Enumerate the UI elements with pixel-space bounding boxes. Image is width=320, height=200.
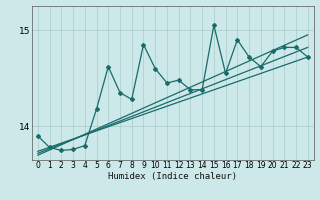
X-axis label: Humidex (Indice chaleur): Humidex (Indice chaleur) [108,172,237,181]
